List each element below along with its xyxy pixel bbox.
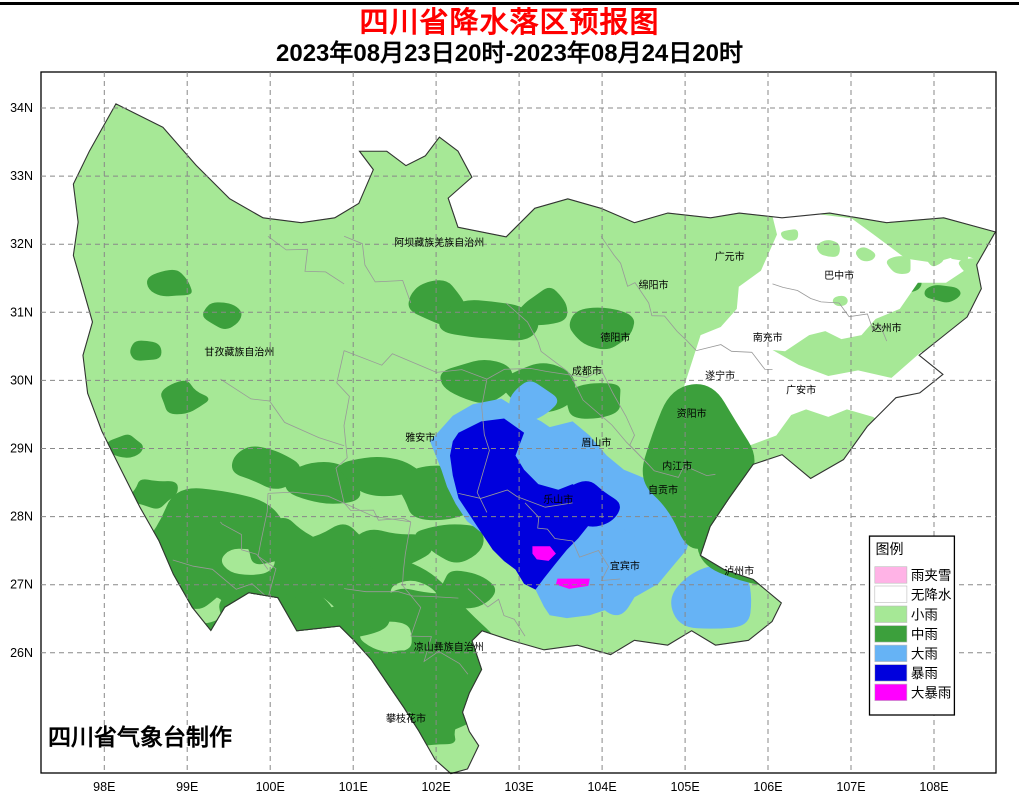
- svg-text:32N: 32N: [10, 237, 33, 251]
- svg-text:105E: 105E: [670, 780, 699, 794]
- svg-text:28N: 28N: [10, 510, 33, 524]
- svg-text:广安市: 广安市: [786, 383, 816, 396]
- svg-text:图例: 图例: [876, 541, 904, 557]
- svg-text:27N: 27N: [10, 578, 33, 592]
- svg-text:成都市: 成都市: [572, 364, 602, 377]
- svg-text:乐山市: 乐山市: [543, 493, 573, 506]
- svg-text:108E: 108E: [919, 780, 948, 794]
- svg-text:大雨: 大雨: [911, 647, 938, 662]
- svg-text:29N: 29N: [10, 442, 33, 456]
- svg-text:达州市: 达州市: [872, 322, 902, 335]
- svg-text:攀枝花市: 攀枝花市: [386, 712, 426, 725]
- svg-text:绵阳市: 绵阳市: [639, 279, 669, 292]
- svg-text:泸州市: 泸州市: [724, 564, 754, 577]
- svg-text:甘孜藏族自治州: 甘孜藏族自治州: [204, 345, 274, 358]
- svg-text:阿坝藏族羌族自治州: 阿坝藏族羌族自治州: [394, 236, 484, 249]
- svg-text:99E: 99E: [176, 780, 198, 794]
- svg-text:暴雨: 暴雨: [911, 666, 938, 681]
- svg-text:德阳市: 德阳市: [600, 331, 630, 344]
- svg-text:100E: 100E: [256, 780, 285, 794]
- svg-text:34N: 34N: [10, 101, 33, 115]
- svg-text:资阳市: 资阳市: [677, 407, 707, 420]
- svg-text:101E: 101E: [339, 780, 368, 794]
- svg-text:33N: 33N: [10, 169, 33, 183]
- svg-text:南充市: 南充市: [753, 331, 783, 344]
- svg-text:凉山彝族自治州: 凉山彝族自治州: [414, 640, 484, 653]
- svg-text:眉山市: 眉山市: [581, 436, 611, 449]
- svg-text:大暴雨: 大暴雨: [911, 686, 952, 701]
- svg-text:无降水: 无降水: [911, 588, 952, 603]
- svg-text:98E: 98E: [93, 780, 115, 794]
- svg-text:内江市: 内江市: [662, 460, 692, 473]
- svg-text:遂宁市: 遂宁市: [705, 369, 735, 382]
- svg-text:雅安市: 雅安市: [405, 431, 435, 444]
- svg-text:102E: 102E: [421, 780, 450, 794]
- svg-text:巴中市: 巴中市: [824, 269, 854, 282]
- svg-text:107E: 107E: [836, 780, 865, 794]
- svg-text:宜宾市: 宜宾市: [610, 560, 640, 573]
- svg-text:雨夹雪: 雨夹雪: [911, 568, 952, 583]
- svg-text:广元市: 广元市: [715, 250, 745, 263]
- svg-text:31N: 31N: [10, 305, 33, 319]
- svg-text:30N: 30N: [10, 373, 33, 387]
- svg-text:103E: 103E: [504, 780, 533, 794]
- svg-text:自贡市: 自贡市: [648, 483, 678, 496]
- svg-text:小雨: 小雨: [911, 608, 938, 623]
- svg-text:104E: 104E: [587, 780, 616, 794]
- svg-text:中雨: 中雨: [911, 627, 938, 642]
- svg-text:106E: 106E: [753, 780, 782, 794]
- svg-text:26N: 26N: [10, 646, 33, 660]
- svg-text:四川省气象台制作: 四川省气象台制作: [48, 724, 232, 750]
